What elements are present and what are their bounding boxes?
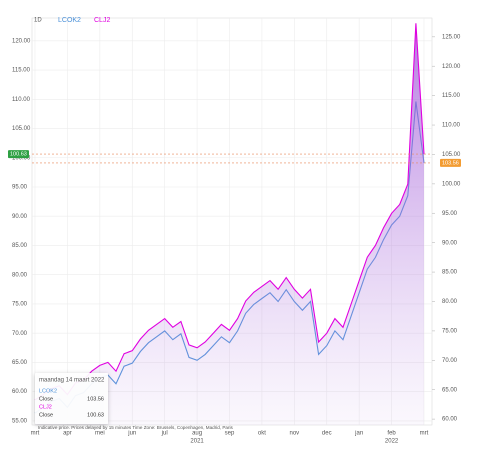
x-tick-label: jan: [354, 431, 363, 437]
year-label: 2022: [385, 439, 399, 445]
tooltip-field: Close: [39, 396, 53, 402]
y2-tick-label: 115.00: [442, 93, 461, 99]
interval: 1D: [34, 18, 42, 24]
tooltip-box: [35, 373, 108, 424]
y2-tick-label: 80.00: [442, 299, 458, 305]
x-tick-label: aug: [192, 431, 202, 437]
x-tick-label: mei: [95, 431, 105, 437]
y-tick-label: 55.00: [12, 418, 28, 424]
area: [35, 23, 424, 426]
y2-tick-label: 70.00: [442, 358, 458, 364]
last-value-badge: [440, 158, 461, 167]
y-tick-label: 110.00: [12, 97, 31, 103]
tooltip-field: Close: [39, 412, 53, 418]
line: [34, 23, 425, 401]
y2-tick-label: 75.00: [442, 328, 458, 334]
x-tick-label: okt: [258, 431, 266, 437]
tooltip-series: LCOK2: [39, 388, 57, 394]
x-tick-label: nov: [289, 431, 299, 437]
year-label: 2021: [190, 439, 204, 445]
last-value-label: 100.63: [10, 152, 27, 158]
y-tick-label: 60.00: [12, 389, 28, 395]
y-tick-label: 120.00: [12, 38, 31, 44]
last-value-label: 103.56: [442, 160, 459, 166]
last-value-badge: [8, 150, 29, 159]
x-tick-label: mrt: [31, 431, 40, 437]
tooltip-series: CLJ2: [39, 404, 52, 410]
footnote: Indicative price. Prices delayed by 15 m…: [38, 425, 234, 430]
y2-tick-label: 125.00: [442, 34, 461, 40]
y2-tick-label: 120.00: [442, 64, 461, 70]
y2-tick-label: 110.00: [442, 123, 461, 129]
tooltip-date: maandag 14 maart 2022: [39, 378, 105, 384]
y2-tick-label: 100.00: [442, 181, 461, 187]
y2-tick-label: 60.00: [442, 417, 458, 423]
x-tick-label: feb: [387, 431, 396, 437]
y-tick-label: 85.00: [12, 243, 28, 249]
y2-tick-label: 105.00: [442, 152, 461, 158]
y-tick-label: 75.00: [12, 302, 28, 308]
x-tick-label: dec: [322, 431, 332, 437]
y-tick-label: 115.00: [12, 68, 31, 74]
x-tick-label: jun: [127, 431, 136, 437]
x-tick-label: apr: [63, 431, 72, 437]
y2-tick-label: 90.00: [442, 240, 458, 246]
y-tick-label: 70.00: [12, 331, 28, 337]
tooltip-value: 100.63: [87, 412, 104, 418]
tooltip: maandag 14 maart 2022 LCOK2 Close 103.56 CLJ…: [35, 373, 108, 424]
y-tick-label: 105.00: [12, 126, 31, 132]
y-tick-label: 80.00: [12, 272, 28, 278]
tooltip-value: 103.56: [87, 396, 104, 402]
x-tick-label: sep: [225, 431, 235, 437]
y2-tick-label: 65.00: [442, 387, 458, 393]
x-tick-label: jul: [161, 431, 168, 437]
y-tick-label: 90.00: [12, 214, 28, 220]
y-tick-label: 65.00: [12, 360, 28, 366]
y-tick-label: 100.00: [12, 155, 31, 161]
legend-entry[interactable]: CLJ2: [94, 17, 110, 24]
y2-tick-label: 85.00: [442, 270, 458, 276]
y-tick-label: 95.00: [12, 185, 28, 191]
y2-tick-label: 95.00: [442, 211, 458, 217]
x-tick-label: mrt: [420, 431, 429, 437]
legend-entry[interactable]: LCOK2: [58, 17, 81, 24]
